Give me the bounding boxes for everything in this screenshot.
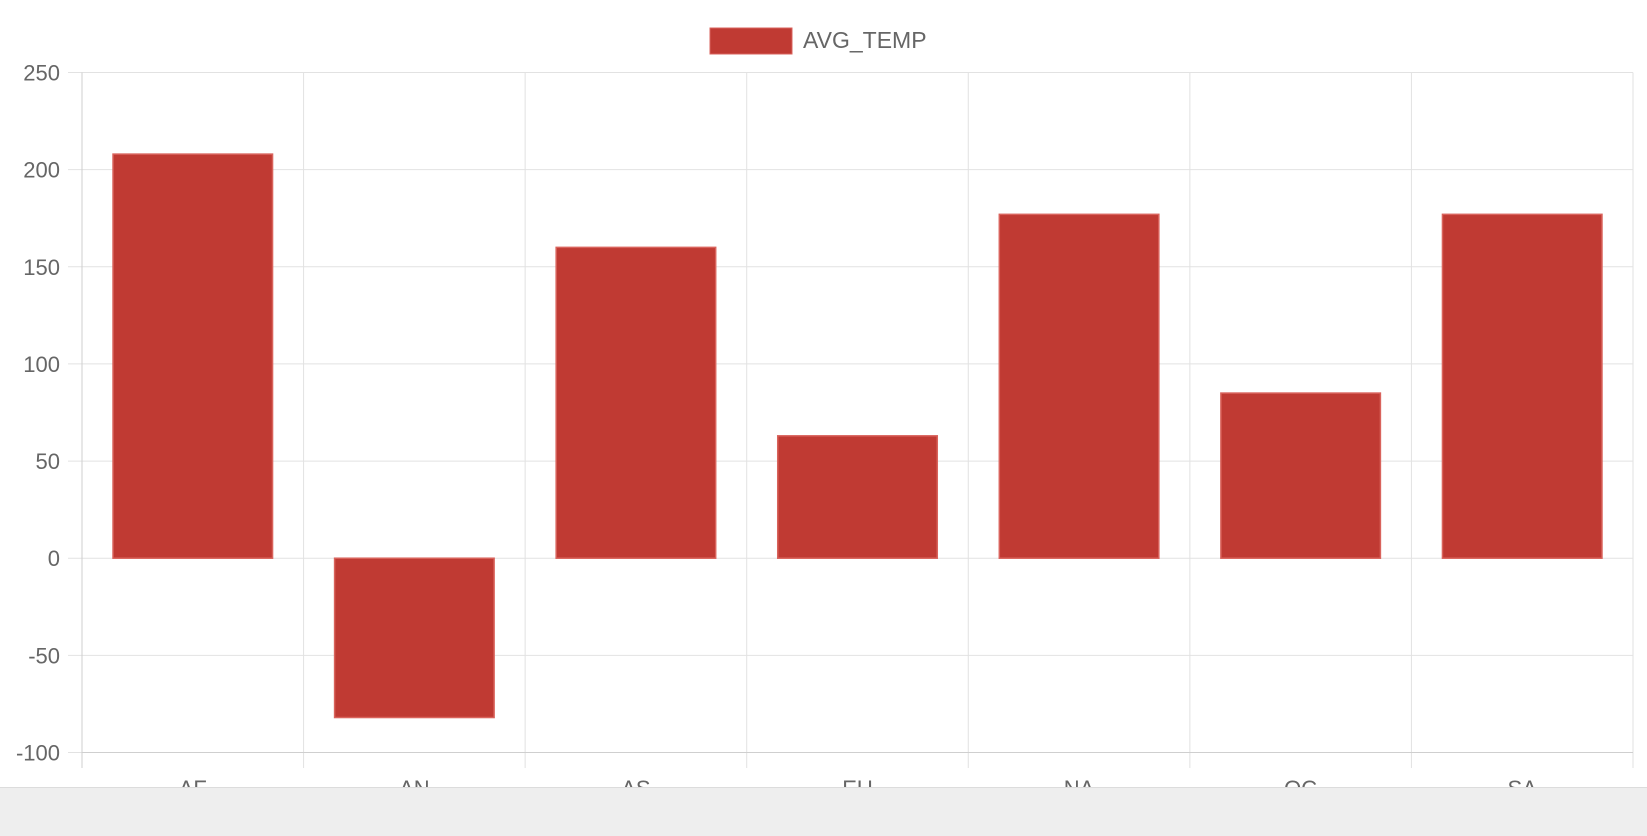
x-axis-tick-labels: AF AN AS EU NA OC SA bbox=[179, 776, 1537, 787]
bottom-strip bbox=[0, 787, 1647, 836]
bar-na[interactable] bbox=[998, 213, 1160, 559]
bar-an[interactable] bbox=[333, 557, 495, 719]
x-tick-label-eu: EU bbox=[842, 776, 873, 787]
bar-as[interactable] bbox=[555, 246, 717, 559]
legend[interactable]: AVG_TEMP bbox=[709, 27, 927, 55]
y-tick-label: 50 bbox=[36, 449, 60, 474]
y-tick-label: 0 bbox=[48, 546, 60, 571]
x-tick-label-oc: OC bbox=[1284, 776, 1317, 787]
x-tick-label-an: AN bbox=[399, 776, 430, 787]
x-tick-label-as: AS bbox=[621, 776, 650, 787]
bar-eu[interactable] bbox=[776, 435, 939, 559]
y-tick-label: 200 bbox=[23, 158, 60, 183]
y-tick-label: 250 bbox=[23, 61, 60, 86]
grid bbox=[68, 72, 1634, 768]
y-tick-label: 100 bbox=[23, 352, 60, 377]
x-tick-label-sa: SA bbox=[1508, 776, 1538, 787]
legend-label-avg-temp[interactable]: AVG_TEMP bbox=[803, 27, 927, 53]
bar-af[interactable] bbox=[112, 153, 274, 559]
legend-swatch[interactable] bbox=[709, 27, 793, 55]
x-tick-label-na: NA bbox=[1064, 776, 1095, 787]
y-tick-label: 150 bbox=[23, 255, 60, 280]
bar-chart: AVG_TEMP 250 200 150 100 50 0 -50 -100 AF AN AS EU… bbox=[16, 27, 1634, 787]
y-tick-label: -100 bbox=[16, 741, 60, 766]
bar-sa[interactable] bbox=[1441, 213, 1603, 559]
bars bbox=[112, 153, 1603, 719]
bar-oc[interactable] bbox=[1220, 392, 1382, 559]
y-tick-label: -50 bbox=[28, 643, 60, 668]
x-tick-label-af: AF bbox=[179, 776, 207, 787]
y-axis-tick-labels: 250 200 150 100 50 0 -50 -100 bbox=[16, 61, 60, 766]
